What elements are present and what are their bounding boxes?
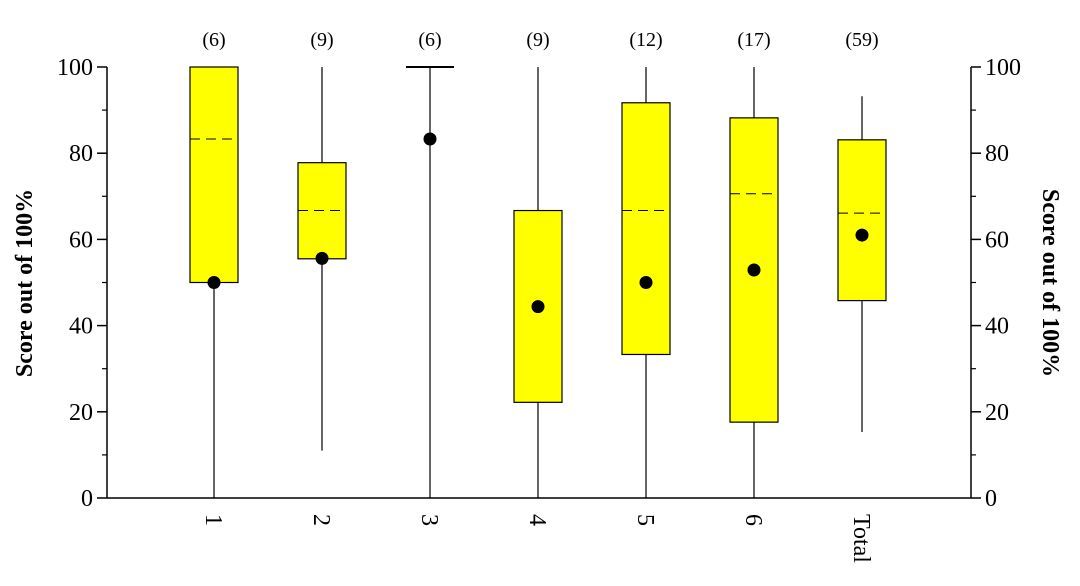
count-label: (12) bbox=[629, 29, 662, 51]
category-label: 4 bbox=[524, 514, 550, 526]
category-label: Total bbox=[848, 514, 874, 563]
count-labels: (6) (9) (6) (9) (12) (17) (59) bbox=[202, 29, 878, 51]
boxes-group bbox=[189, 66, 887, 498]
box-4 bbox=[513, 67, 563, 498]
right-tick-label: 100 bbox=[985, 55, 1021, 81]
box-5 bbox=[621, 67, 671, 498]
left-tick-label: 40 bbox=[69, 314, 93, 340]
left-tick-label: 20 bbox=[69, 400, 93, 426]
category-label: 2 bbox=[308, 514, 334, 526]
category-label: 5 bbox=[632, 514, 658, 526]
category-label: 3 bbox=[416, 514, 442, 526]
box-3 bbox=[406, 66, 454, 498]
box-rect bbox=[621, 102, 671, 356]
right-tick-label: 0 bbox=[985, 486, 997, 512]
category-label: 6 bbox=[740, 514, 766, 526]
right-tick-label: 20 bbox=[985, 400, 1009, 426]
mean-marker bbox=[423, 132, 437, 146]
right-tick-label: 40 bbox=[985, 314, 1009, 340]
box-rect bbox=[189, 66, 239, 284]
right-tick-label: 60 bbox=[985, 227, 1009, 253]
count-label: (9) bbox=[310, 29, 333, 51]
right-tick-label: 80 bbox=[985, 141, 1009, 167]
count-label: (59) bbox=[845, 29, 878, 51]
box-rect bbox=[837, 139, 887, 302]
tick-group: 0 0 20 20 40 40 60 60 80 80 100 100 bbox=[57, 55, 1021, 512]
box-2 bbox=[297, 67, 347, 451]
mean-marker bbox=[639, 276, 653, 289]
mean-marker bbox=[531, 300, 545, 314]
mean-marker bbox=[207, 276, 221, 289]
mean-marker bbox=[747, 263, 761, 277]
count-label: (9) bbox=[526, 29, 549, 51]
left-tick-label: 100 bbox=[57, 55, 93, 81]
mean-marker bbox=[315, 251, 329, 265]
count-label: (6) bbox=[202, 29, 225, 51]
y-axis-title-left: Score out of 100% bbox=[12, 189, 38, 377]
category-labels: 1 2 3 4 5 6 Total bbox=[200, 514, 874, 563]
left-tick-label: 0 bbox=[81, 486, 93, 512]
category-label: 1 bbox=[200, 514, 226, 526]
left-tick-label: 60 bbox=[69, 227, 93, 253]
box-6 bbox=[729, 67, 779, 498]
count-label: (6) bbox=[418, 29, 441, 51]
y-axis-title-right: Score out of 100% bbox=[1037, 189, 1063, 377]
mean-marker bbox=[855, 228, 869, 242]
left-tick-label: 80 bbox=[69, 141, 93, 167]
count-label: (17) bbox=[737, 29, 770, 51]
box-Total bbox=[837, 96, 887, 433]
box-1 bbox=[189, 66, 239, 498]
